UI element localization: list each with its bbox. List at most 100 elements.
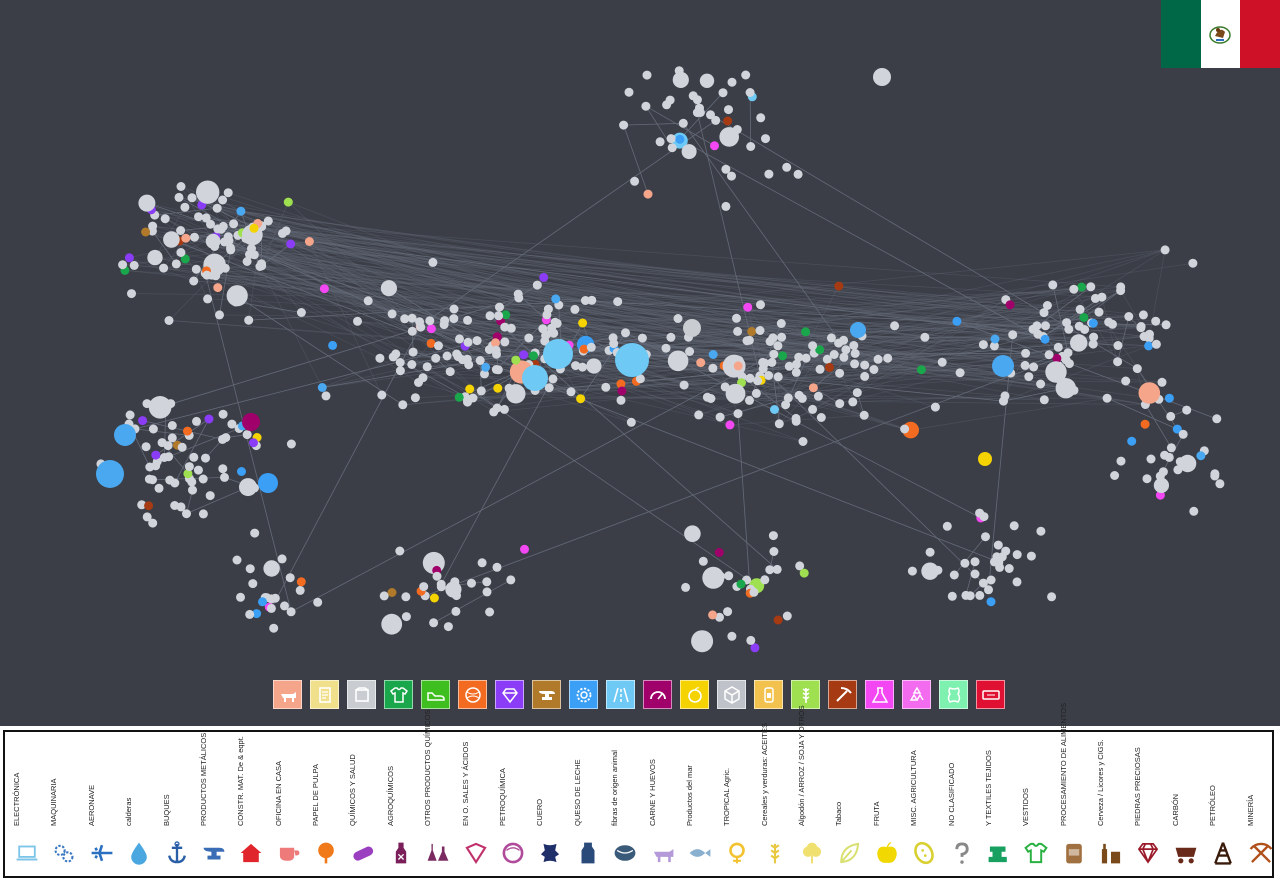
product-node[interactable]	[791, 413, 801, 423]
product-node[interactable]	[949, 570, 959, 580]
product-node[interactable]	[834, 281, 844, 291]
category-filter-pickaxe[interactable]	[828, 680, 857, 709]
product-node[interactable]	[489, 407, 499, 417]
product-node[interactable]	[321, 391, 331, 401]
product-node[interactable]	[755, 326, 765, 335]
product-node[interactable]	[984, 585, 993, 595]
product-node[interactable]	[476, 386, 486, 396]
product-node[interactable]	[363, 296, 373, 306]
product-node[interactable]	[147, 249, 163, 266]
product-node[interactable]	[494, 311, 504, 321]
product-node[interactable]	[286, 439, 296, 449]
product-node[interactable]	[992, 355, 1014, 377]
product-node[interactable]	[154, 483, 164, 493]
product-node[interactable]	[226, 245, 236, 255]
product-node[interactable]	[641, 101, 651, 111]
product-node[interactable]	[994, 557, 1004, 567]
product-node[interactable]	[1160, 450, 1170, 460]
product-node[interactable]	[1144, 341, 1154, 351]
category-filter-leather[interactable]	[939, 680, 968, 709]
product-node[interactable]	[784, 361, 794, 371]
product-node[interactable]	[661, 343, 671, 353]
product-node[interactable]	[482, 577, 492, 587]
product-node[interactable]	[144, 474, 154, 484]
product-node[interactable]	[176, 248, 186, 257]
product-node[interactable]	[719, 127, 739, 147]
product-node[interactable]	[890, 321, 900, 331]
product-node[interactable]	[190, 232, 199, 242]
product-node[interactable]	[723, 116, 733, 126]
product-node[interactable]	[1121, 376, 1131, 386]
product-node[interactable]	[263, 216, 273, 226]
product-node[interactable]	[408, 347, 418, 357]
product-node[interactable]	[245, 564, 255, 574]
category-filter-shirt[interactable]	[384, 680, 413, 709]
product-node[interactable]	[124, 253, 134, 263]
product-node[interactable]	[1161, 320, 1171, 330]
product-node[interactable]	[381, 613, 403, 635]
product-node[interactable]	[205, 491, 215, 501]
product-node[interactable]	[989, 341, 999, 351]
category-filter-fruit[interactable]	[680, 680, 709, 709]
product-node[interactable]	[429, 618, 439, 628]
product-node[interactable]	[465, 384, 475, 394]
product-node[interactable]	[96, 460, 124, 488]
product-node[interactable]	[1157, 377, 1167, 387]
product-node[interactable]	[900, 424, 910, 434]
product-node[interactable]	[434, 341, 443, 351]
product-node[interactable]	[187, 193, 197, 203]
product-node[interactable]	[617, 386, 627, 396]
product-node[interactable]	[1028, 324, 1038, 334]
product-node[interactable]	[715, 412, 725, 422]
product-node[interactable]	[1089, 332, 1099, 342]
product-node[interactable]	[1151, 339, 1161, 349]
product-node[interactable]	[1000, 391, 1010, 401]
product-node[interactable]	[921, 562, 939, 580]
product-node[interactable]	[986, 575, 996, 585]
product-node[interactable]	[165, 475, 175, 485]
product-node[interactable]	[242, 257, 252, 266]
product-node[interactable]	[835, 399, 845, 409]
product-space-network[interactable]	[0, 0, 1280, 726]
product-node[interactable]	[445, 367, 455, 377]
product-node[interactable]	[849, 341, 859, 350]
product-node[interactable]	[773, 615, 783, 625]
product-node[interactable]	[770, 405, 779, 414]
product-node[interactable]	[141, 227, 151, 237]
product-node[interactable]	[1136, 322, 1146, 331]
product-node[interactable]	[192, 416, 201, 426]
product-node[interactable]	[816, 413, 826, 422]
category-filter-diamond[interactable]	[495, 680, 524, 709]
product-node[interactable]	[432, 571, 442, 581]
product-node[interactable]	[212, 203, 222, 213]
product-node[interactable]	[764, 169, 774, 179]
product-node[interactable]	[229, 219, 239, 229]
product-node[interactable]	[1113, 357, 1123, 367]
product-node[interactable]	[808, 404, 818, 414]
product-node[interactable]	[978, 340, 988, 350]
category-filter-wheat[interactable]	[791, 680, 820, 709]
product-node[interactable]	[776, 319, 786, 328]
product-node[interactable]	[183, 469, 193, 479]
product-node[interactable]	[1029, 362, 1039, 372]
product-node[interactable]	[860, 371, 870, 381]
product-node[interactable]	[742, 336, 752, 346]
product-node[interactable]	[761, 134, 770, 144]
product-node[interactable]	[773, 372, 783, 382]
product-node[interactable]	[615, 343, 649, 377]
product-node[interactable]	[1138, 310, 1148, 320]
product-node[interactable]	[445, 581, 462, 598]
product-node[interactable]	[1164, 393, 1174, 403]
product-node[interactable]	[174, 192, 184, 202]
product-node[interactable]	[201, 453, 210, 463]
product-node[interactable]	[825, 362, 834, 372]
category-filter-shoe[interactable]	[421, 680, 450, 709]
product-node[interactable]	[252, 609, 262, 619]
product-node[interactable]	[313, 597, 323, 607]
product-node[interactable]	[850, 348, 860, 358]
product-node[interactable]	[745, 88, 755, 97]
product-node[interactable]	[859, 410, 869, 420]
product-node[interactable]	[249, 438, 258, 448]
product-node[interactable]	[781, 400, 791, 410]
product-node[interactable]	[616, 395, 626, 405]
